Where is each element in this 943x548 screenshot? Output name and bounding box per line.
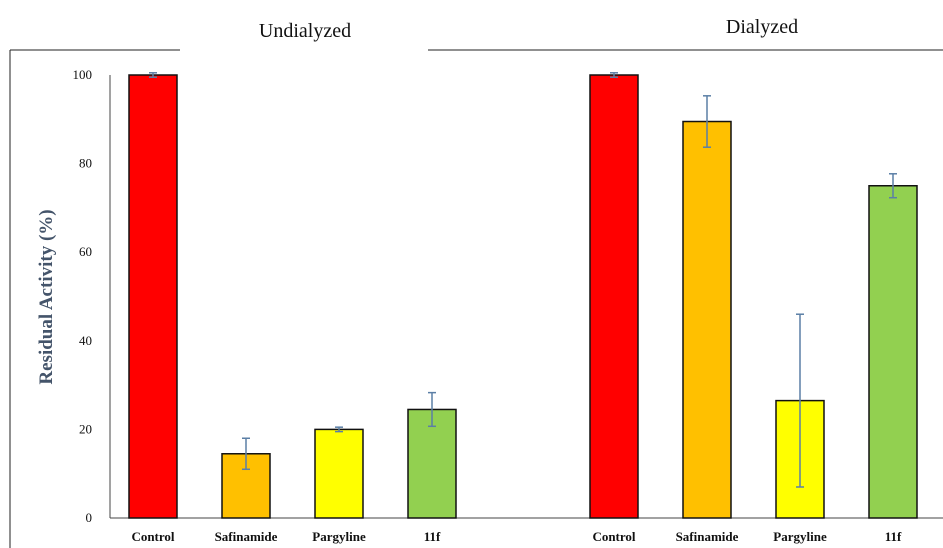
- bar-dialyzed-safinamide: [682, 120, 732, 519]
- category-label: Control: [131, 529, 174, 544]
- error-bar: [428, 391, 436, 428]
- error-bar: [610, 72, 618, 78]
- bars: [128, 72, 918, 519]
- y-tick-label: 60: [79, 244, 92, 259]
- error-bar: [242, 437, 250, 471]
- y-tick-label: 40: [79, 333, 92, 348]
- group-title-undialyzed: Undialyzed: [259, 20, 351, 42]
- category-label: Pargyline: [773, 529, 827, 544]
- y-tick-label: 0: [86, 510, 93, 525]
- bar-dialyzed-11f: [868, 185, 918, 519]
- category-label: Control: [592, 529, 635, 544]
- category-label: Pargyline: [312, 529, 366, 544]
- y-tick-label: 80: [79, 156, 92, 171]
- error-bar: [889, 173, 897, 199]
- bar-dialyzed-control: [589, 74, 639, 519]
- category-label: 11f: [424, 529, 441, 544]
- y-tick-label: 100: [73, 67, 93, 82]
- error-bar: [796, 313, 804, 488]
- bar-undialyzed-control: [128, 74, 178, 519]
- category-labels: Control Safinamide Pargyline 11f Control Safi…: [131, 529, 902, 544]
- bar-undialyzed-11f: [407, 408, 457, 519]
- error-bar: [149, 72, 157, 78]
- y-ticks: 0 20 40 60 80 100: [73, 67, 93, 525]
- error-bar: [703, 95, 711, 148]
- bar-undialyzed-pargyline: [314, 428, 364, 519]
- error-bar: [335, 426, 343, 433]
- category-label: 11f: [885, 529, 902, 544]
- y-axis-label: Residual Activity (%): [36, 209, 57, 384]
- category-label: Safinamide: [676, 529, 739, 544]
- group-title-dialyzed: Dialyzed: [726, 16, 798, 38]
- category-label: Safinamide: [215, 529, 278, 544]
- y-tick-label: 20: [79, 421, 92, 436]
